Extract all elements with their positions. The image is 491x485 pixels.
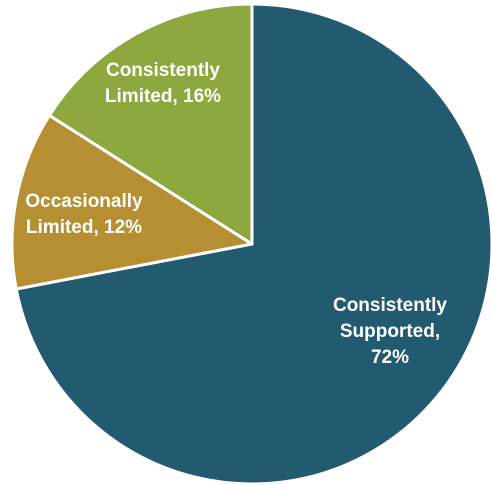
pie-slice-occasionally-limited	[10, 113, 254, 291]
pie-slice-consistently-limited	[47, 2, 254, 246]
pie-labels: Consistently Supported, 72% Occasionally Lim…	[25, 60, 447, 368]
slice-label-consistently-supported: Consistently Supported, 72%	[333, 295, 447, 368]
slice-label-line: 72%	[371, 347, 409, 368]
slice-label-occasionally-limited: Occasionally Limited, 12%	[25, 191, 143, 238]
slice-label-line: Consistently	[333, 295, 447, 316]
slice-label-line: Occasionally	[25, 191, 143, 212]
pie-slices	[10, 2, 491, 485]
slice-label-line: Limited, 16%	[105, 86, 221, 107]
pie-slice-consistently-supported	[14, 2, 491, 485]
slice-label-line: Supported,	[340, 321, 440, 342]
slice-label-line: Consistently	[106, 60, 220, 81]
slice-label-consistently-limited: Consistently Limited, 16%	[105, 60, 221, 107]
slice-label-line: Limited, 12%	[26, 217, 142, 238]
